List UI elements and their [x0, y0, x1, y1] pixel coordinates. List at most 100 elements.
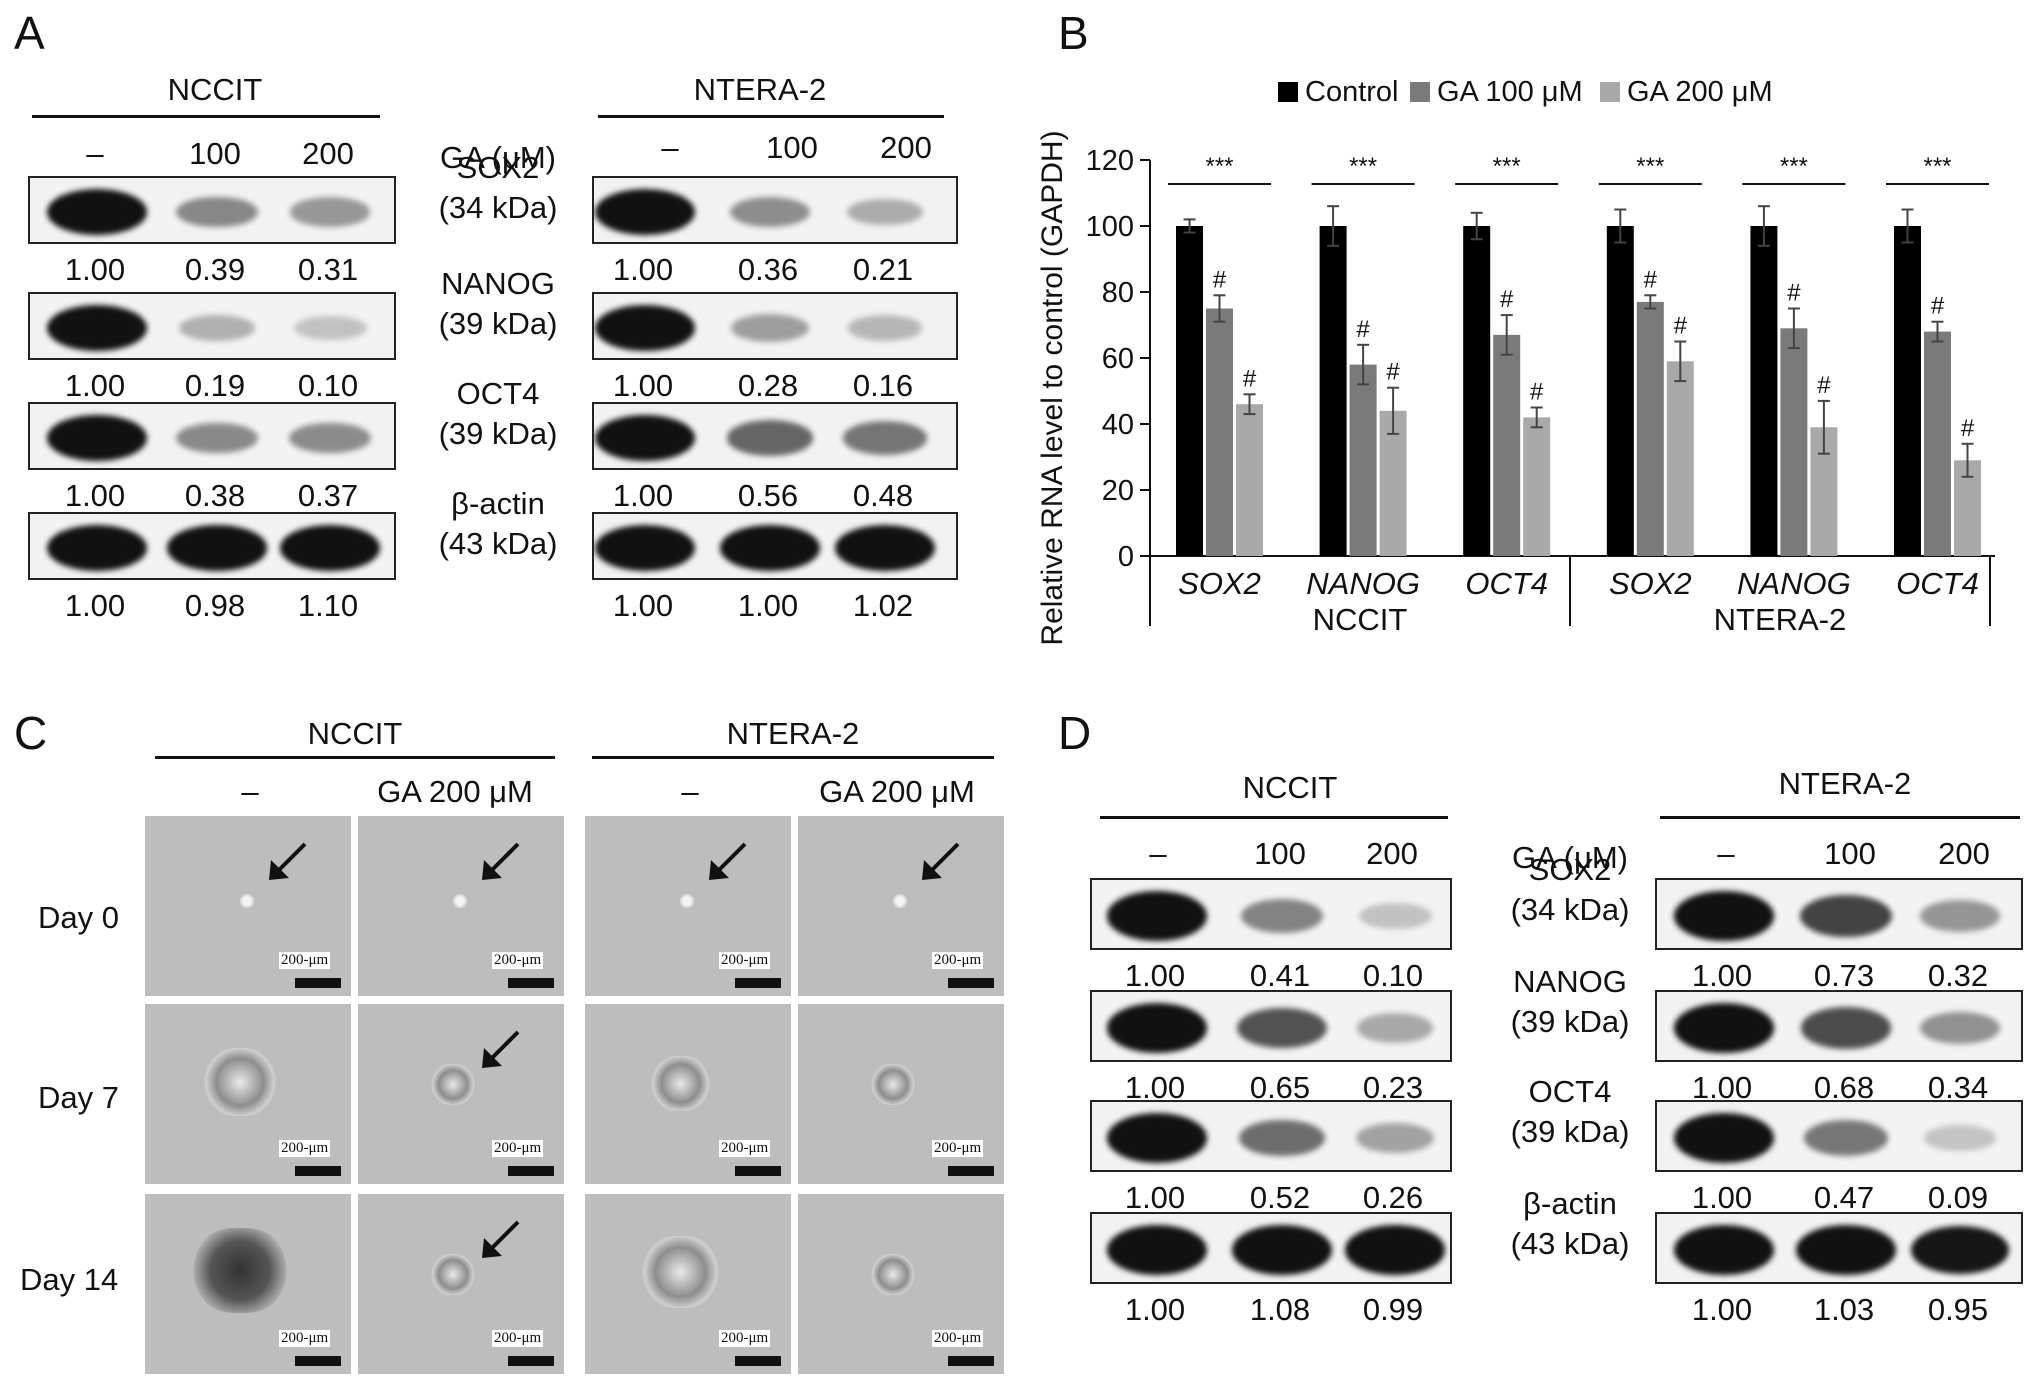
- panelD-kda-1: (39 kDa): [1510, 1004, 1630, 1039]
- arrow-icon-r0-c3: [922, 842, 960, 880]
- panel-c-col-label-2: –: [681, 774, 699, 809]
- legend-label-1: GA 100 μM: [1437, 76, 1583, 108]
- panelD-left-band-0-2: [1358, 903, 1432, 929]
- panelA-right-value-2-0: 1.00: [612, 478, 674, 513]
- panelA-left-band-2-1: [176, 422, 258, 454]
- panelA-left-band-2-0: [47, 415, 147, 461]
- panel-a-left-title: NCCIT: [167, 72, 263, 107]
- panelA-right-blot-1: [592, 292, 958, 360]
- panel-a-left-line: [32, 115, 380, 118]
- panelD-right-band-1-1: [1800, 1007, 1892, 1049]
- bar-0-0: [1176, 226, 1203, 556]
- scale-bar-r0-c3: [948, 978, 994, 988]
- scale-label-r1-c1: 200-μm: [492, 1140, 544, 1157]
- colony-r2-c1: [429, 1254, 477, 1295]
- panelD-left-band-0-0: [1107, 891, 1207, 941]
- panel-d-right-dose-2: 200: [1938, 836, 1990, 871]
- panelD-right-value-1-1: 0.68: [1813, 1070, 1875, 1105]
- panelD-right-band-2-2: [1923, 1125, 1997, 1151]
- colony-r2-c3: [869, 1254, 917, 1295]
- panelD-kda-0: (34 kDa): [1510, 892, 1630, 927]
- panel-d-right-line: [1660, 816, 2020, 819]
- hash-4-2: #: [1817, 372, 1831, 399]
- panelA-kda-0: (34 kDa): [438, 190, 558, 225]
- bar-4-0: [1750, 226, 1778, 556]
- panel-label-b: B: [1058, 7, 1089, 59]
- y-tick-label-4: 80: [1102, 277, 1134, 309]
- panelD-right-blot-1: [1655, 990, 2023, 1062]
- legend-swatch-0: [1278, 82, 1298, 102]
- micrograph-r0-c1: 200-μm: [356, 814, 566, 998]
- panelD-left-blot-3: [1090, 1212, 1452, 1284]
- scale-label-r1-c2: 200-μm: [719, 1140, 771, 1157]
- hash-2-1: #: [1500, 286, 1514, 313]
- panelD-left-band-2-0: [1107, 1113, 1207, 1163]
- colony-r1-c1: [429, 1064, 477, 1105]
- hash-1-1: #: [1356, 316, 1370, 343]
- colony-r1-c0: [200, 1048, 280, 1116]
- arrow-icon-r1-c1: [482, 1030, 520, 1068]
- micrograph-r1-c1: 200-μm: [356, 1002, 566, 1186]
- panelA-left-value-0-2: 0.31: [297, 252, 359, 287]
- panel-b-bar-chart: Control GA 100 μM GA 200 μM 0 20 40 60 80 100 120…: [1036, 76, 1995, 646]
- hash-3-2: #: [1674, 313, 1688, 340]
- panelD-right-value-1-0: 1.00: [1691, 1070, 1753, 1105]
- panelA-right-value-0-1: 0.36: [737, 252, 799, 287]
- y-tick-label-2: 40: [1102, 409, 1134, 441]
- hash-3-1: #: [1644, 266, 1658, 293]
- bar-4-1: [1780, 328, 1808, 556]
- panelD-right-value-0-2: 0.32: [1927, 958, 1989, 993]
- bar-0-2: [1236, 404, 1263, 556]
- scale-bar-r0-c0: [295, 978, 341, 988]
- micrograph-r2-c2: 200-μm: [583, 1192, 793, 1376]
- micrograph-r0-c3: 200-μm: [796, 814, 1006, 998]
- bar-1-2: [1379, 410, 1407, 556]
- panelA-left-band-1-2: [293, 316, 367, 340]
- y-tick-label-0: 0: [1118, 541, 1134, 573]
- panelA-protein-0: SOX2: [456, 150, 540, 185]
- panelD-left-band-3-1: [1232, 1225, 1332, 1275]
- panelA-right-band-3-0: [595, 525, 695, 571]
- panelA-left-value-3-2: 1.10: [297, 588, 359, 623]
- bar-5-0: [1894, 226, 1921, 556]
- panelA-left-band-3-1: [167, 525, 267, 571]
- panel-d-right-dose-0: –: [1717, 836, 1735, 871]
- panelA-right-value-1-2: 0.16: [852, 368, 914, 403]
- arrow-icon-r0-c2: [709, 842, 747, 880]
- category-label-4: NANOG: [1737, 566, 1851, 601]
- panelA-right-value-1-0: 1.00: [612, 368, 674, 403]
- colony-r2-c2: [637, 1235, 723, 1308]
- legend-swatch-2: [1600, 82, 1620, 102]
- panelD-right-value-3-0: 1.00: [1691, 1292, 1753, 1327]
- panel-a-right-line: [598, 115, 944, 118]
- scale-bar-r2-c1: [508, 1356, 554, 1366]
- scale-label-r0-c0: 200-μm: [279, 952, 331, 969]
- panelD-left-value-1-1: 0.65: [1249, 1070, 1311, 1105]
- panelA-left-value-0-1: 0.39: [184, 252, 246, 287]
- panelA-left-value-3-1: 0.98: [184, 588, 246, 623]
- panelD-left-band-0-1: [1240, 898, 1324, 934]
- panelA-left-band-0-1: [176, 196, 258, 228]
- panel-c-right-line: [592, 756, 994, 759]
- hash-4-1: #: [1787, 280, 1801, 307]
- panelD-kda-2: (39 kDa): [1510, 1114, 1630, 1149]
- panelA-left-value-2-2: 0.37: [297, 478, 359, 513]
- legend-swatch-1: [1410, 82, 1430, 102]
- bar-2-2: [1523, 417, 1551, 556]
- panelD-protein-0: SOX2: [1528, 852, 1612, 887]
- panelD-left-value-1-0: 1.00: [1124, 1070, 1186, 1105]
- panelA-left-value-2-1: 0.38: [184, 478, 246, 513]
- hash-0-2: #: [1243, 365, 1257, 392]
- panel-c-right-title: NTERA-2: [726, 716, 860, 751]
- arrow-icon-r0-c1: [482, 842, 520, 880]
- panelD-left-band-2-2: [1356, 1122, 1434, 1154]
- panel-d-right-title: NTERA-2: [1778, 766, 1912, 801]
- panelD-right-band-3-0: [1674, 1225, 1774, 1275]
- colony-r1-c3: [869, 1064, 917, 1105]
- panelA-protein-2: OCT4: [456, 376, 540, 411]
- panelA-right-value-2-1: 0.56: [737, 478, 799, 513]
- y-tick-label-3: 60: [1102, 343, 1134, 375]
- micrograph-r2-c3: 200-μm: [796, 1192, 1006, 1376]
- panelA-right-value-3-2: 1.02: [852, 588, 914, 623]
- panelA-right-value-3-0: 1.00: [612, 588, 674, 623]
